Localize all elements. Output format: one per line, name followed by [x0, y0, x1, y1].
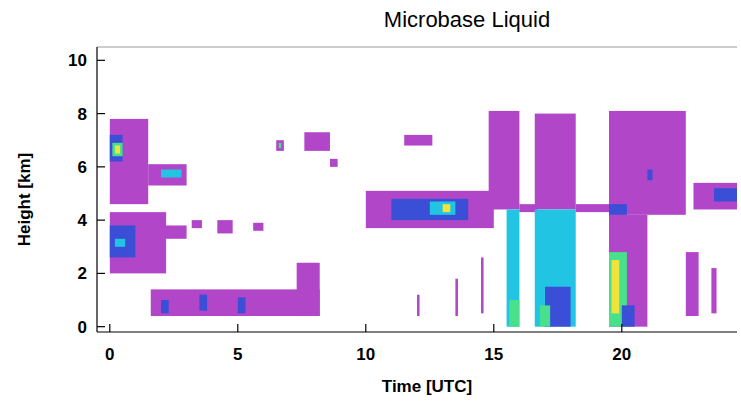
cell: [430, 201, 456, 214]
y-tick: [97, 326, 105, 327]
y-tick: [97, 60, 105, 61]
cell: [609, 204, 627, 215]
x-tick-label: 10: [356, 345, 375, 364]
cell: [110, 119, 148, 204]
cell: [110, 212, 166, 273]
cell: [115, 239, 125, 247]
x-tick-label: 15: [484, 345, 503, 364]
cell: [297, 263, 320, 316]
y-tick-label: 6: [78, 158, 87, 177]
cell: [693, 183, 737, 210]
cell: [686, 252, 699, 316]
cell: [576, 204, 609, 212]
y-tick: [97, 166, 105, 167]
cell: [161, 170, 181, 178]
y-tick-label: 4: [78, 211, 88, 230]
y-tick: [97, 113, 105, 114]
cell: [507, 209, 520, 326]
x-axis: [97, 331, 737, 332]
cell: [609, 111, 686, 215]
y-tick-label: 0: [78, 318, 87, 337]
cell: [115, 146, 120, 154]
cell: [217, 220, 232, 233]
cell: [404, 135, 432, 146]
cell: [112, 143, 122, 156]
cell: [535, 114, 576, 210]
frame-top: [97, 47, 737, 48]
cell: [199, 295, 207, 311]
cell: [192, 220, 202, 228]
cell: [151, 289, 320, 316]
x-tick: [237, 324, 238, 332]
cell: [635, 135, 655, 162]
cell: [391, 199, 468, 220]
cell: [609, 215, 647, 327]
cell: [253, 223, 263, 231]
cell: [238, 297, 246, 313]
cell: [622, 305, 635, 326]
cell: [455, 279, 458, 316]
x-tick: [621, 324, 622, 332]
cell: [540, 305, 550, 326]
cell: [148, 164, 186, 185]
cell: [161, 300, 169, 313]
y-axis: [96, 47, 97, 332]
cell: [612, 260, 620, 313]
cell: [161, 225, 187, 238]
x-axis-title: Time [UTC]: [382, 377, 472, 396]
cell: [304, 132, 330, 151]
cell: [714, 188, 737, 201]
cells: [110, 111, 737, 327]
title: Microbase Liquid: [384, 7, 550, 32]
x-tick-label: 20: [612, 345, 631, 364]
x-tick: [109, 324, 110, 332]
x-tick: [493, 324, 494, 332]
x-tick-label: 0: [105, 345, 114, 364]
y-tick-label: 2: [78, 264, 87, 283]
y-tick-label: 10: [68, 51, 87, 70]
cell: [366, 191, 494, 228]
cell: [647, 170, 652, 181]
y-tick: [97, 273, 105, 274]
y-tick-label: 8: [78, 105, 87, 124]
x-tick-label: 5: [233, 345, 242, 364]
cell: [711, 268, 716, 313]
cell: [330, 159, 338, 167]
cell: [279, 143, 282, 148]
cell: [509, 300, 519, 327]
chart: 0 5 10 15 20 0 2 4 6 8 10 Microbase Liquid Time [UTC…: [0, 0, 741, 405]
cell: [489, 111, 520, 210]
cell: [276, 140, 284, 151]
x-tick: [365, 324, 366, 332]
y-axis-title: Height [km]: [15, 153, 34, 247]
cell: [443, 204, 451, 212]
cell: [417, 295, 420, 316]
cell: [481, 257, 484, 313]
y-tick: [97, 220, 105, 221]
cell: [110, 135, 123, 162]
cell: [535, 209, 576, 326]
cell: [110, 225, 136, 257]
cell: [519, 204, 537, 212]
